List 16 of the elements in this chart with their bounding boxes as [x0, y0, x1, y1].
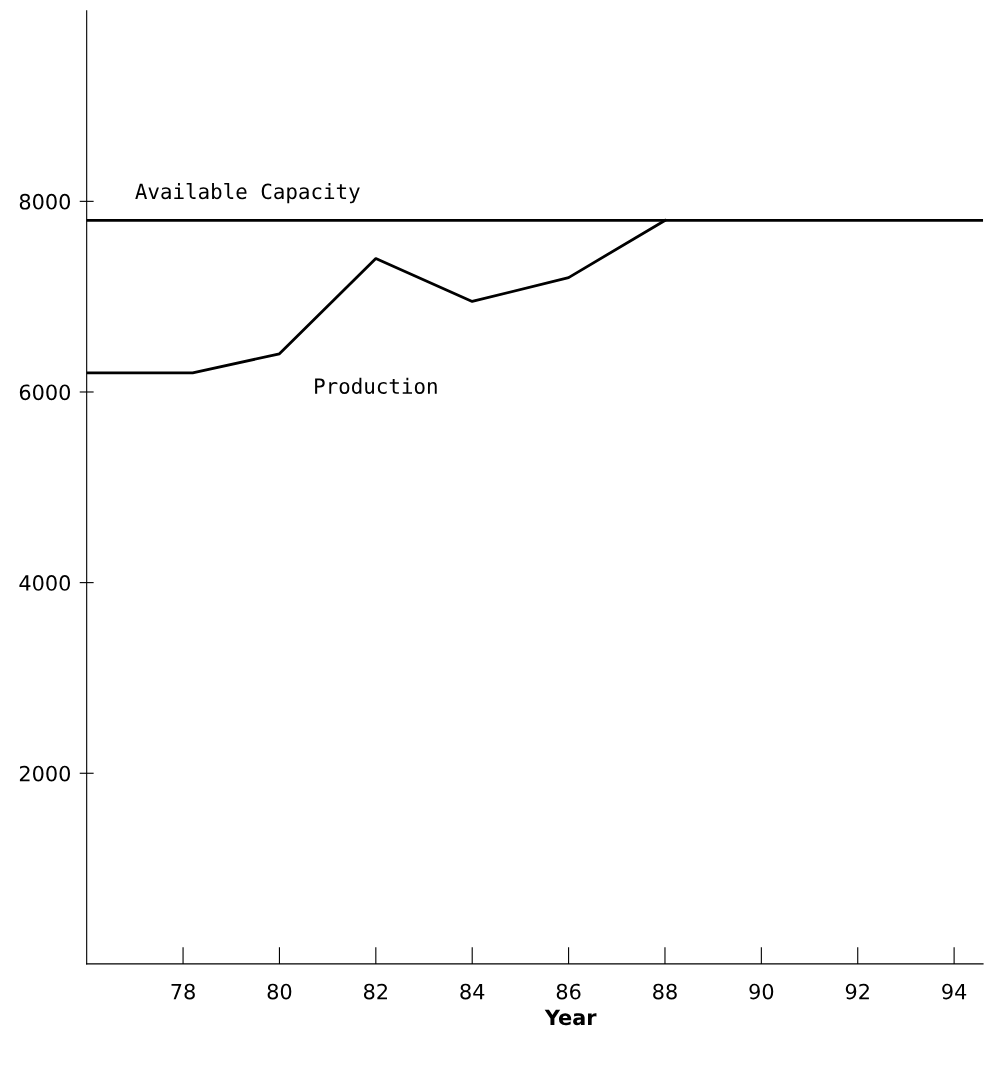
y-tick-label: 2000 [19, 765, 71, 782]
x-tick-label: 80 [267, 983, 292, 1000]
x-tick-label: 90 [749, 983, 774, 1000]
x-tick-label: 88 [653, 983, 677, 1000]
x-axis-title: Year [544, 1009, 597, 1026]
text: Production [315, 377, 437, 394]
x-tick-label: 78 [171, 983, 195, 1000]
ref-line-label: Available Capacity [135, 182, 360, 204]
x-tick-label: 94 [942, 983, 967, 1000]
y-tick-label: 6000 [19, 384, 71, 401]
x-tick-label: 84 [460, 983, 485, 1000]
x-tick-label: 92 [845, 983, 869, 1000]
x-tick-label: 82 [363, 983, 387, 1000]
y-tick-label: 8000 [19, 193, 71, 210]
x-tick-label: 86 [556, 983, 581, 1000]
y-tick-label: 4000 [19, 575, 71, 591]
